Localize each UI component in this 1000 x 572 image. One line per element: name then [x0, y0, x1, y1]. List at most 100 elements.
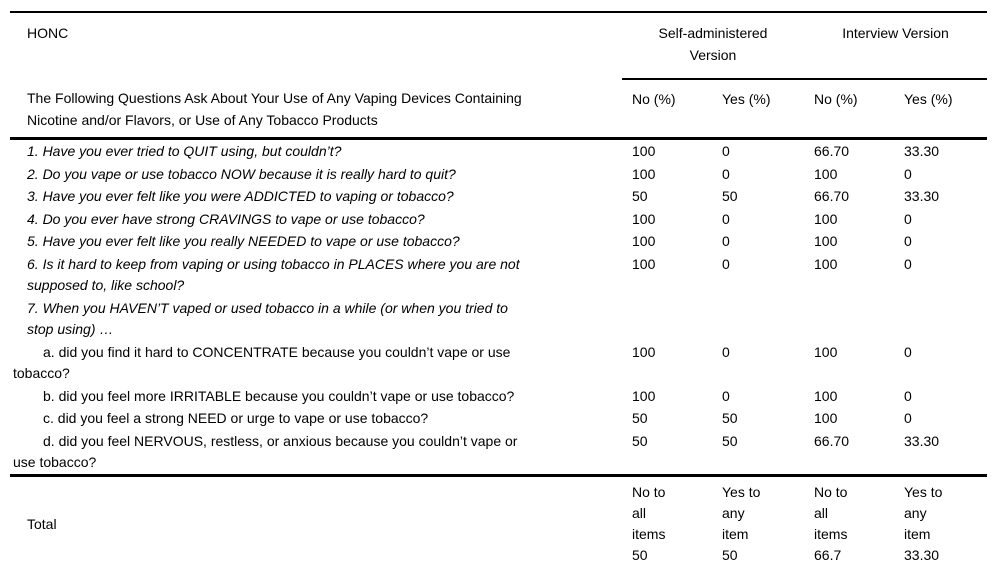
value-cell: 50	[722, 410, 738, 426]
total-cell-line: all	[814, 504, 829, 521]
question-cell: a. did you find it hard to CONCENTRATE b…	[13, 343, 511, 382]
total-cell: Yes to any item 50	[712, 475, 804, 572]
question-cell: 1. Have you ever tried to QUIT using, bu…	[27, 143, 342, 159]
total-label: Total	[27, 516, 57, 533]
table-row: 3. Have you ever felt like you were ADDI…	[10, 185, 987, 208]
total-cell-value: 33.30	[904, 546, 940, 563]
table-row: a. did you find it hard to CONCENTRATE b…	[10, 341, 987, 385]
column-header-interview-no: No (%)	[804, 79, 894, 140]
question-cell: 6. Is it hard to keep from vaping or usi…	[27, 255, 520, 294]
value-cell: 50	[712, 429, 804, 477]
total-cell-line: any	[904, 504, 927, 521]
table-row: d. did you feel NERVOUS, restless, or an…	[10, 429, 988, 477]
value-cell: 33.30	[904, 143, 940, 159]
question-cell: 5. Have you ever felt like you really NE…	[27, 233, 460, 249]
total-cell-line: Yes to	[722, 483, 761, 500]
total-cell-line: items	[632, 525, 666, 542]
value-cell: 0	[722, 233, 730, 249]
value-cell: 0	[722, 210, 730, 227]
value-cell: 33.30	[894, 429, 988, 477]
value-cell: 0	[904, 210, 912, 227]
total-cell-line: Yes to	[904, 483, 943, 500]
value-cell	[622, 297, 712, 341]
value-cell: 50	[622, 429, 712, 477]
group-header-row: HONC Self-administered Version Interview…	[10, 12, 988, 80]
value-cell: 100	[814, 210, 838, 227]
value-cell: 0	[904, 343, 912, 360]
question-cell: c. did you feel a strong NEED or urge to…	[43, 410, 429, 426]
value-cell: 100	[632, 233, 656, 249]
total-cell-line: item	[904, 525, 931, 542]
value-cell: 0	[722, 165, 730, 182]
value-cell: 0	[722, 143, 730, 159]
value-cell: 50	[632, 410, 648, 426]
value-cell	[804, 297, 894, 341]
value-cell: 100	[814, 410, 838, 426]
value-cell: 0	[904, 410, 912, 426]
question-cell: d. did you feel NERVOUS, restless, or an…	[10, 429, 622, 477]
table-subtitle: The Following Questions Ask About Your U…	[10, 79, 622, 140]
table-row: 1. Have you ever tried to QUIT using, bu…	[10, 139, 987, 163]
table-row: 7. When you HAVEN’T vaped or used tobacc…	[10, 297, 987, 341]
group-header-self-administered: Self-administered Version	[622, 12, 804, 80]
total-row: Total No to all items 50 Yes to any item…	[10, 475, 987, 572]
value-cell: 100	[632, 255, 656, 272]
value-cell: 100	[814, 165, 838, 182]
total-cell-line: all	[632, 504, 647, 521]
group-header-interview: Interview Version	[804, 12, 988, 80]
total-cell-line: No to	[632, 483, 666, 500]
question-cell: 7. When you HAVEN’T vaped or used tobacc…	[27, 299, 508, 338]
table-row: c. did you feel a strong NEED or urge to…	[10, 407, 987, 430]
value-cell: 0	[722, 387, 730, 404]
column-header-self-no: No (%)	[622, 79, 712, 140]
value-cell: 66.70	[814, 188, 850, 204]
table-title: HONC	[27, 25, 69, 41]
column-header-interview-yes: Yes (%)	[894, 79, 988, 140]
honc-comparison-table: HONC Self-administered Version Interview…	[10, 11, 988, 572]
value-cell	[712, 297, 804, 341]
value-cell: 50	[722, 188, 738, 204]
question-cell: 2. Do you vape or use tobacco NOW becaus…	[27, 165, 456, 182]
value-cell: 33.30	[904, 188, 940, 204]
value-cell: 100	[814, 255, 838, 272]
question-cell: 3. Have you ever felt like you were ADDI…	[27, 188, 454, 204]
table-row: 5. Have you ever felt like you really NE…	[10, 230, 987, 253]
table-row: 6. Is it hard to keep from vaping or usi…	[10, 253, 987, 297]
table-row: 4. Do you ever have strong CRAVINGS to v…	[10, 208, 987, 231]
value-cell: 0	[722, 343, 730, 360]
total-cell: No to all items 50	[622, 475, 712, 572]
value-cell: 0	[904, 387, 912, 404]
value-cell: 0	[722, 255, 730, 272]
total-cell-value: 66.7	[814, 546, 842, 563]
total-cell-line: any	[722, 504, 745, 521]
value-cell: 100	[814, 233, 838, 249]
total-cell-line: items	[814, 525, 848, 542]
column-header-self-yes: Yes (%)	[712, 79, 804, 140]
total-cell: No to all items 66.7	[804, 475, 894, 572]
question-cell: b. did you feel more IRRITABLE because y…	[43, 387, 515, 404]
value-cell: 0	[904, 255, 912, 272]
total-cell-value: 50	[632, 546, 648, 563]
table-row: b. did you feel more IRRITABLE because y…	[10, 385, 987, 408]
column-header-row: The Following Questions Ask About Your U…	[10, 79, 988, 140]
question-cell: 4. Do you ever have strong CRAVINGS to v…	[27, 210, 425, 227]
value-cell: 100	[632, 210, 656, 227]
value-cell: 0	[904, 233, 912, 249]
table-row: 2. Do you vape or use tobacco NOW becaus…	[10, 163, 987, 186]
value-cell: 100	[632, 143, 656, 159]
value-cell: 100	[814, 387, 838, 404]
value-cell: 66.70	[814, 143, 850, 159]
total-cell-line: No to	[814, 483, 848, 500]
total-cell-value: 50	[722, 546, 738, 563]
total-cell: Yes to any item 33.30	[894, 475, 987, 572]
value-cell: 100	[814, 343, 838, 360]
value-cell: 50	[632, 188, 648, 204]
value-cell: 100	[632, 387, 656, 404]
value-cell: 100	[632, 165, 656, 182]
value-cell	[894, 297, 987, 341]
value-cell: 100	[632, 343, 656, 360]
total-cell-line: item	[722, 525, 749, 542]
value-cell: 66.70	[804, 429, 894, 477]
value-cell: 0	[904, 165, 912, 182]
